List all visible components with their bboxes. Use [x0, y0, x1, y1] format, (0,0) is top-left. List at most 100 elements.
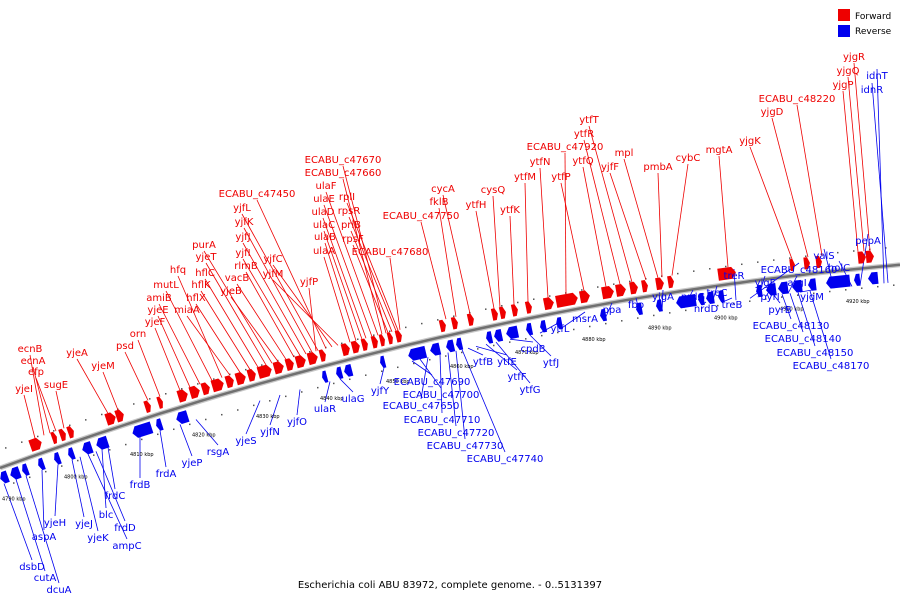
- leader-line: [781, 294, 792, 320]
- reverse-gene: [408, 345, 428, 361]
- leader-line: [23, 394, 36, 439]
- tick-dot: [205, 418, 207, 421]
- forward-gene-label: yjeT: [196, 252, 218, 263]
- leader-line: [242, 242, 307, 355]
- position-tick-label: 4890 kbp: [648, 326, 672, 332]
- leader-line: [137, 339, 161, 397]
- forward-gene-label: amiB: [146, 293, 172, 304]
- leader-line: [76, 358, 109, 414]
- tick-dot: [101, 413, 103, 416]
- forward-gene-label: mutL: [153, 280, 179, 291]
- reverse-gene-label: yjgA: [652, 292, 674, 303]
- forward-gene-label: rpsF: [342, 234, 364, 245]
- forward-gene-label: ECABU_c47450: [219, 189, 296, 200]
- leader-line: [158, 303, 201, 385]
- leader-line: [242, 258, 301, 356]
- leader-line: [847, 76, 865, 252]
- reverse-gene: [526, 322, 534, 336]
- tick-dot: [877, 285, 879, 288]
- forward-gene-label: ulaD: [312, 207, 335, 218]
- reverse-gene-label: ECABU_c47740: [467, 454, 544, 465]
- forward-gene-label: yjfI: [235, 248, 250, 259]
- leader-line: [467, 347, 484, 356]
- forward-gene-label: ytfH: [466, 200, 487, 211]
- tick-dot: [861, 287, 863, 289]
- map-caption: Escherichia coli ABU 83972, complete gen…: [298, 580, 602, 591]
- reverse-gene-label: ECABU_c48130: [753, 321, 830, 332]
- forward-gene-label: ECABU_c47670: [305, 155, 382, 166]
- forward-gene-label: ytfT: [579, 115, 599, 126]
- tick-dot: [757, 261, 759, 263]
- tick-dot: [317, 386, 319, 389]
- tick-dot: [69, 424, 71, 427]
- tick-dot: [701, 307, 703, 309]
- leader-line: [789, 293, 804, 333]
- leader-line: [447, 352, 457, 427]
- reverse-gene-label: ytfE: [497, 357, 517, 368]
- reverse-gene-label: dsbD: [19, 562, 45, 573]
- forward-gene: [176, 389, 188, 403]
- reverse-gene: [506, 325, 520, 339]
- leader-line: [71, 459, 85, 518]
- forward-gene-label: yjeF: [145, 317, 166, 328]
- reverse-gene: [778, 281, 789, 295]
- tick-dot: [245, 368, 247, 371]
- tick-dot: [789, 257, 791, 259]
- reverse-gene-label: yjeJ: [75, 519, 93, 530]
- tick-dot: [533, 298, 535, 300]
- forward-gene: [865, 250, 874, 263]
- tick-dot: [141, 438, 143, 441]
- reverse-gene-label: pyrB: [768, 305, 791, 316]
- forward-gene-label: ulaB: [314, 232, 336, 243]
- forward-gene: [655, 277, 664, 291]
- tick-dot: [221, 413, 223, 416]
- tick-dot: [653, 314, 655, 317]
- reverse-gene-label: ytfB: [473, 357, 493, 368]
- leader-line: [230, 296, 279, 362]
- reverse-gene-label: ampC: [112, 541, 141, 552]
- leader-line: [539, 167, 549, 298]
- tick-dot: [77, 459, 79, 462]
- forward-gene-label: rpsR: [338, 206, 361, 217]
- reverse-gene-label: dcuA: [46, 585, 71, 596]
- forward-gene-label: ytfR: [574, 129, 594, 140]
- forward-gene-label: ECABU_c48220: [759, 94, 836, 105]
- leader-line: [475, 210, 495, 309]
- leader-line: [272, 279, 339, 346]
- tick-dot: [517, 301, 519, 304]
- leader-line: [15, 479, 46, 572]
- tick-dot: [261, 364, 263, 366]
- reverse-gene-label: idnR: [861, 85, 883, 96]
- reverse-gene-label: treC: [707, 288, 728, 299]
- tick-dot: [509, 341, 511, 343]
- forward-gene-label: ytfP: [551, 172, 570, 183]
- tick-dot: [597, 286, 599, 288]
- forward-gene-label: purA: [192, 240, 216, 251]
- leader-line: [559, 311, 586, 330]
- reverse-gene: [322, 370, 329, 383]
- tick-dot: [309, 351, 311, 353]
- forward-gene-label: mpl: [615, 148, 634, 159]
- leader-line: [200, 290, 251, 370]
- leader-line: [29, 354, 45, 436]
- forward-gene: [498, 306, 506, 320]
- forward-gene: [360, 338, 368, 352]
- position-tick-label: 4920 kbp: [846, 299, 870, 305]
- tick-dot: [501, 305, 503, 307]
- tick-dot: [525, 338, 527, 340]
- forward-gene: [450, 317, 458, 330]
- leader-line: [124, 351, 149, 401]
- forward-gene: [717, 266, 736, 281]
- tick-dot: [37, 435, 39, 438]
- forward-gene-label: efp: [28, 367, 44, 378]
- reverse-gene-label: ytfG: [519, 385, 540, 396]
- leader-line: [797, 292, 816, 347]
- tick-dot: [461, 351, 463, 354]
- tick-dot: [429, 358, 431, 361]
- reverse-gene: [456, 337, 464, 351]
- reverse-gene: [0, 470, 10, 484]
- tick-dot: [733, 302, 735, 305]
- leader-line: [495, 341, 531, 384]
- forward-gene: [857, 251, 866, 264]
- leader-line: [3, 483, 33, 561]
